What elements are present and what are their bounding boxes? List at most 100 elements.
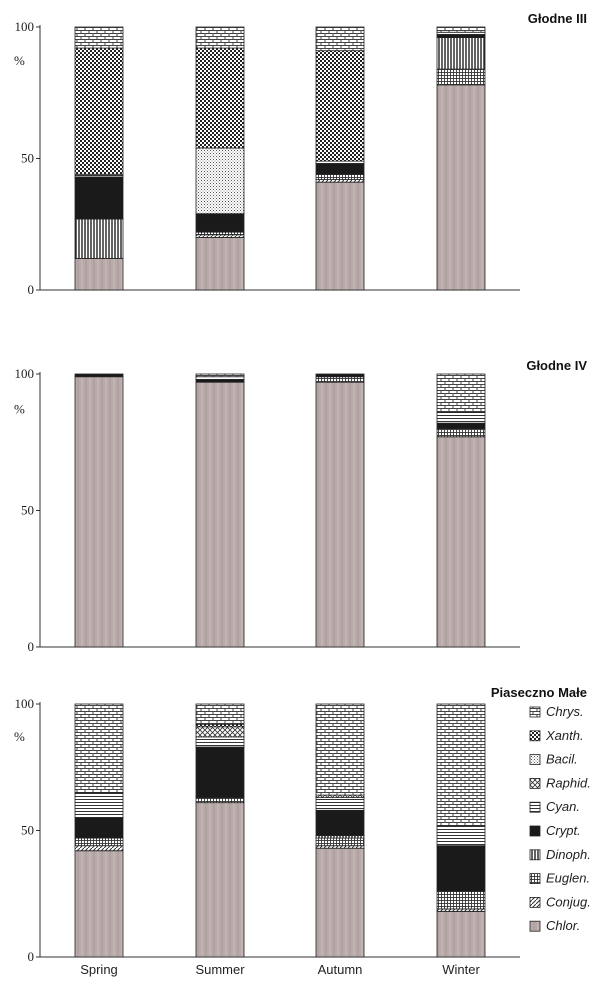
bar-stack [195,373,245,648]
bar-segment-dinoph [74,218,124,259]
legend-swatch [529,849,541,861]
bar-segment-chrys [315,703,365,796]
legend-swatch [529,920,541,932]
bar-segment-cyan [436,825,486,847]
bar-stack [436,26,486,291]
legend-swatch [529,706,541,718]
bar-segment-bacil [195,147,245,215]
unit-label: % [14,53,25,68]
bar-segment-cyan [195,376,245,380]
bar-stack [74,373,124,648]
bar-stack [74,26,124,291]
bar-segment-chlor [315,181,365,291]
legend-label: Chrys. [546,704,584,719]
x-category-label: Spring [80,962,118,977]
panel-title: Głodne III [528,11,587,26]
legend-label: Crypt. [546,823,581,838]
legend-label: Xanth. [545,728,584,743]
bar-segment-xanth [74,47,124,175]
legend-item-chlor: Chlor. [529,918,580,933]
legend-swatch [529,754,541,765]
bar-segment-euglen [436,890,486,910]
bar-segment-chrys [315,26,365,52]
legend-label: Chlor. [546,918,580,933]
bar-segment-cyan [315,797,365,811]
bar-segment-euglen [436,68,486,86]
bar-segment-dinoph [436,37,486,70]
bar-stack [74,703,124,958]
legend-swatch [529,825,541,837]
bar-segment-chrys [436,26,486,33]
bar-segment-crypt [436,845,486,892]
bar-segment-chlor [195,381,245,648]
bar-segment-cyan [195,736,245,748]
bar-segment-raphid [195,726,245,738]
bar-segment-chrys [195,703,245,725]
y-tick-label: 100 [15,19,35,34]
legend-label: Bacil. [546,752,578,767]
legend-swatch [529,730,541,742]
y-tick-label: 50 [21,823,34,838]
legend-item-bacil: Bacil. [529,752,578,767]
bar-segment-euglen [315,173,365,180]
bar-segment-crypt [315,809,365,836]
bar-segment-chlor [74,258,124,291]
legend: Chrys. Xanth. Bacil. Raphid. Cyan. Crypt. Dino… [529,704,591,933]
bar-segment-chlor [74,376,124,648]
bar-segment-chlor [74,850,124,958]
x-category-label: Autumn [318,962,363,977]
legend-item-crypt: Crypt. [529,823,581,838]
legend-item-cyan: Cyan. [529,799,580,814]
bar-segment-chlor [195,802,245,958]
bar-segment-chrys [74,703,124,793]
bar-segment-crypt [74,373,124,378]
bar-segment-chlor [436,911,486,958]
legend-swatch [529,778,541,789]
legend-swatch [529,873,541,884]
y-tick-label: 0 [28,639,35,654]
legend-item-xanth: Xanth. [529,728,584,743]
legend-swatch [529,801,541,813]
bar-segment-chrys [436,703,486,826]
panel-title: Głodne IV [526,358,587,373]
panel-2: 0 50 100% Głodne IV [14,358,587,654]
legend-label: Conjug. [546,894,591,909]
bar-stack [195,703,245,958]
y-tick-label: 50 [21,151,34,166]
bar-segment-euglen [74,837,124,847]
bar-segment-cyan [436,411,486,424]
bar-segment-chlor [436,436,486,648]
legend-item-euglen: Euglen. [529,871,590,886]
x-category-label: Winter [442,962,480,977]
bar-segment-crypt [74,817,124,839]
y-tick-label: 0 [28,949,35,964]
bar-segment-euglen [195,797,245,804]
y-tick-label: 100 [15,696,35,711]
bar-segment-xanth [315,50,365,162]
bar-segment-crypt [315,373,365,378]
bar-segment-chrys [195,373,245,378]
legend-label: Euglen. [546,871,590,886]
bar-stack [315,373,365,648]
panel-3: 0 50 100% Piaseczno Małe Spring Summer Autumn W… [14,685,587,977]
bar-segment-xanth [195,47,245,149]
x-category-label: Summer [195,962,245,977]
bar-segment-chlor [315,847,365,958]
bar-segment-crypt [436,422,486,430]
y-tick-label: 50 [21,503,34,518]
bar-stack [315,703,365,958]
bar-segment-euglen [315,376,365,383]
legend-item-dinoph: Dinoph. [529,847,591,862]
bar-segment-cyan [74,792,124,819]
bar-segment-crypt [195,213,245,233]
bar-segment-crypt [315,163,365,175]
panel-title: Piaseczno Małe [491,685,587,700]
legend-label: Raphid. [546,775,591,790]
unit-label: % [14,401,25,416]
bar-segment-crypt [195,746,245,799]
legend-item-conjug: Conjug. [529,894,591,909]
bar-segment-conjug [74,845,124,852]
bar-segment-crypt [195,379,245,383]
